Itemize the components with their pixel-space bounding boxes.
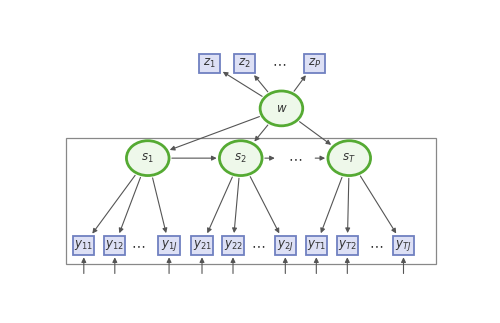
Text: $\cdots$: $\cdots$: [131, 238, 145, 252]
Text: $w$: $w$: [276, 102, 287, 115]
FancyBboxPatch shape: [393, 236, 414, 255]
Text: $y_{21}$: $y_{21}$: [192, 238, 212, 252]
Text: $\cdots$: $\cdots$: [251, 238, 266, 252]
FancyBboxPatch shape: [304, 54, 325, 73]
Ellipse shape: [260, 91, 303, 126]
Text: $y_{11}$: $y_{11}$: [74, 238, 94, 252]
Ellipse shape: [126, 141, 169, 176]
Text: $y_{T2}$: $y_{T2}$: [338, 238, 356, 252]
FancyBboxPatch shape: [199, 54, 220, 73]
Text: $y_{2J}$: $y_{2J}$: [277, 238, 293, 253]
Text: $s_T$: $s_T$: [342, 151, 356, 165]
Text: $\cdots$: $\cdots$: [272, 57, 286, 71]
Ellipse shape: [220, 141, 262, 176]
Text: $y_{12}$: $y_{12}$: [106, 238, 124, 252]
FancyBboxPatch shape: [158, 236, 180, 255]
FancyBboxPatch shape: [336, 236, 358, 255]
FancyBboxPatch shape: [306, 236, 327, 255]
Text: $y_{1J}$: $y_{1J}$: [160, 238, 178, 253]
Bar: [66, 138, 436, 264]
FancyBboxPatch shape: [104, 236, 126, 255]
Text: $y_{TJ}$: $y_{TJ}$: [396, 238, 411, 253]
Text: $s_2$: $s_2$: [234, 151, 247, 165]
Text: $y_{T1}$: $y_{T1}$: [307, 238, 326, 252]
Text: $z_1$: $z_1$: [204, 57, 216, 70]
FancyBboxPatch shape: [234, 54, 256, 73]
FancyBboxPatch shape: [274, 236, 296, 255]
Text: $\cdots$: $\cdots$: [369, 238, 384, 252]
Ellipse shape: [328, 141, 370, 176]
Text: $z_P$: $z_P$: [308, 57, 321, 70]
FancyBboxPatch shape: [222, 236, 244, 255]
Text: $\cdots$: $\cdots$: [288, 151, 302, 165]
FancyBboxPatch shape: [192, 236, 212, 255]
Text: $s_1$: $s_1$: [142, 151, 154, 165]
Text: $y_{22}$: $y_{22}$: [224, 238, 242, 252]
FancyBboxPatch shape: [73, 236, 94, 255]
Text: $z_2$: $z_2$: [238, 57, 251, 70]
